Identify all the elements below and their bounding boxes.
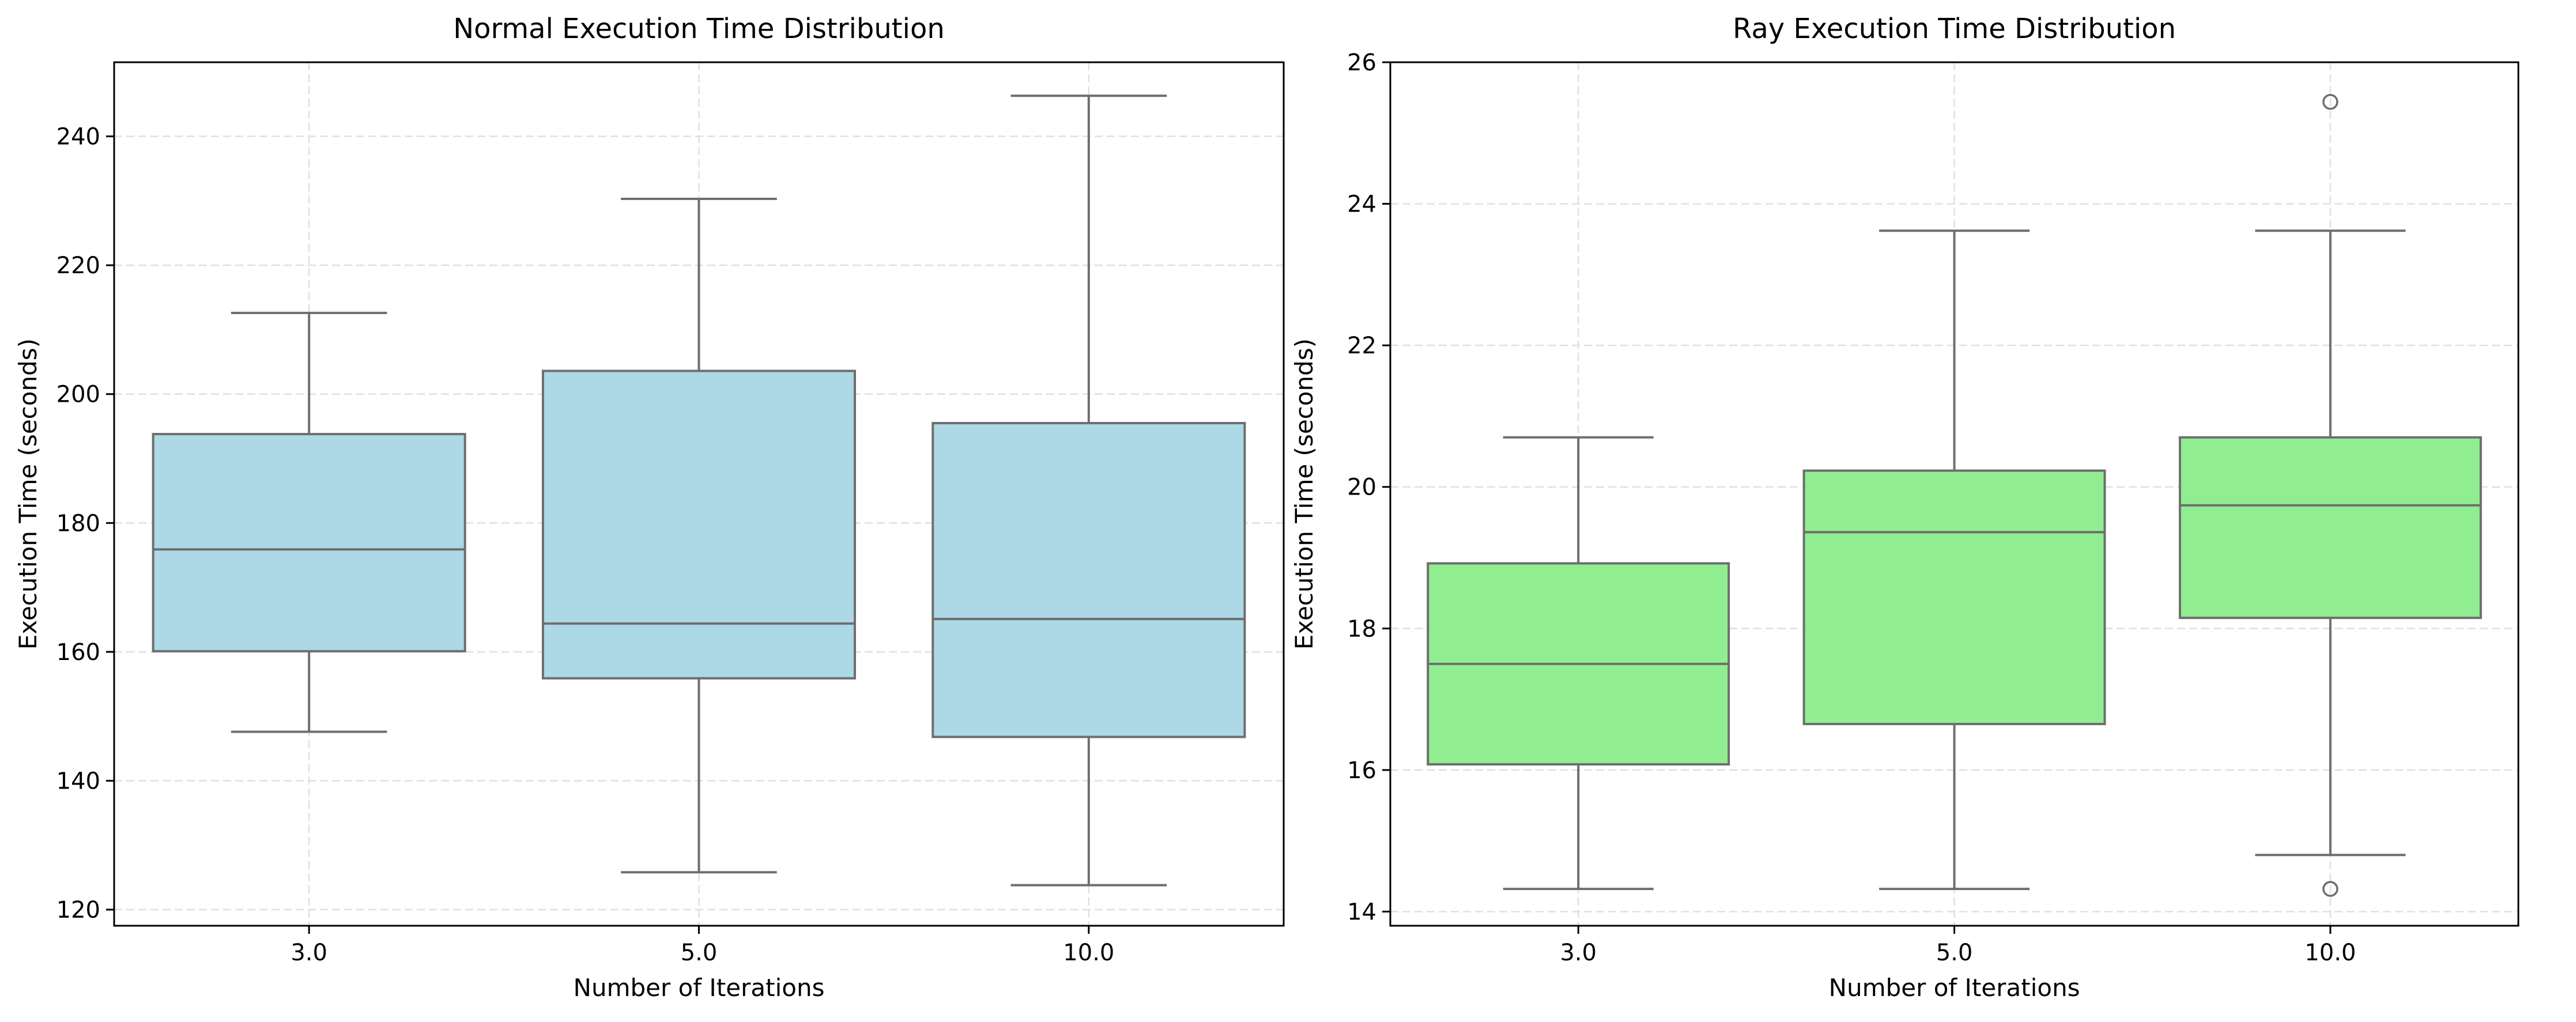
box-10-0 bbox=[2178, 94, 2482, 897]
chart-title: Normal Execution Time Distribution bbox=[453, 13, 945, 45]
x-tick-label: 10.0 bbox=[1063, 940, 1114, 966]
outlier-point bbox=[2322, 94, 2339, 110]
y-tick-label: 160 bbox=[56, 639, 100, 666]
y-tick-label: 24 bbox=[1347, 191, 1376, 218]
box-5-0 bbox=[1802, 229, 2106, 891]
x-tick-label: 3.0 bbox=[291, 940, 327, 966]
box-3-0 bbox=[152, 311, 466, 733]
box-3-0 bbox=[1427, 436, 1730, 891]
iqr-box bbox=[152, 433, 466, 653]
y-axis-label: Execution Time (seconds) bbox=[1290, 338, 1318, 650]
y-tick-label: 180 bbox=[56, 510, 100, 537]
iqr-box bbox=[931, 422, 1246, 738]
chart-panel-2: 14 16 18 20 22 24 26 3.0 5.0 10.0 Ray Execution Ti… bbox=[1290, 13, 2520, 1002]
y-tick-label: 22 bbox=[1347, 333, 1376, 359]
x-tick-label: 3.0 bbox=[1560, 940, 1597, 966]
y-axis-label: Execution Time (seconds) bbox=[14, 338, 42, 650]
y-tick-label: 18 bbox=[1347, 616, 1376, 642]
y-tick-label: 240 bbox=[56, 124, 100, 150]
box-10-0 bbox=[931, 95, 1246, 887]
x-tick-label: 5.0 bbox=[681, 940, 718, 966]
x-axis-label: Number of Iterations bbox=[574, 974, 825, 1002]
outlier-point bbox=[2322, 881, 2339, 897]
y-tick-label: 200 bbox=[56, 382, 100, 408]
box-5-0 bbox=[541, 197, 857, 874]
y-tick-label: 120 bbox=[56, 897, 100, 923]
chart-title: Ray Execution Time Distribution bbox=[1733, 13, 2176, 45]
x-tick-label: 5.0 bbox=[1936, 940, 1973, 966]
y-tick-label: 16 bbox=[1347, 757, 1376, 784]
y-tick-label: 220 bbox=[56, 252, 100, 279]
x-tick-label: 10.0 bbox=[2305, 940, 2356, 966]
iqr-box bbox=[2178, 436, 2482, 619]
iqr-box bbox=[1802, 469, 2106, 726]
y-tick-label: 14 bbox=[1347, 899, 1376, 925]
y-tick-label: 140 bbox=[56, 768, 100, 794]
chart-panel-1: 120 140 160 180 200 220 240 3.0 5.0 10.0 Normal Ex… bbox=[14, 13, 1285, 1002]
x-axis-label: Number of Iterations bbox=[1829, 974, 2080, 1002]
y-tick-label: 20 bbox=[1347, 474, 1376, 501]
iqr-box bbox=[541, 369, 857, 680]
y-tick-label: 26 bbox=[1347, 50, 1376, 76]
